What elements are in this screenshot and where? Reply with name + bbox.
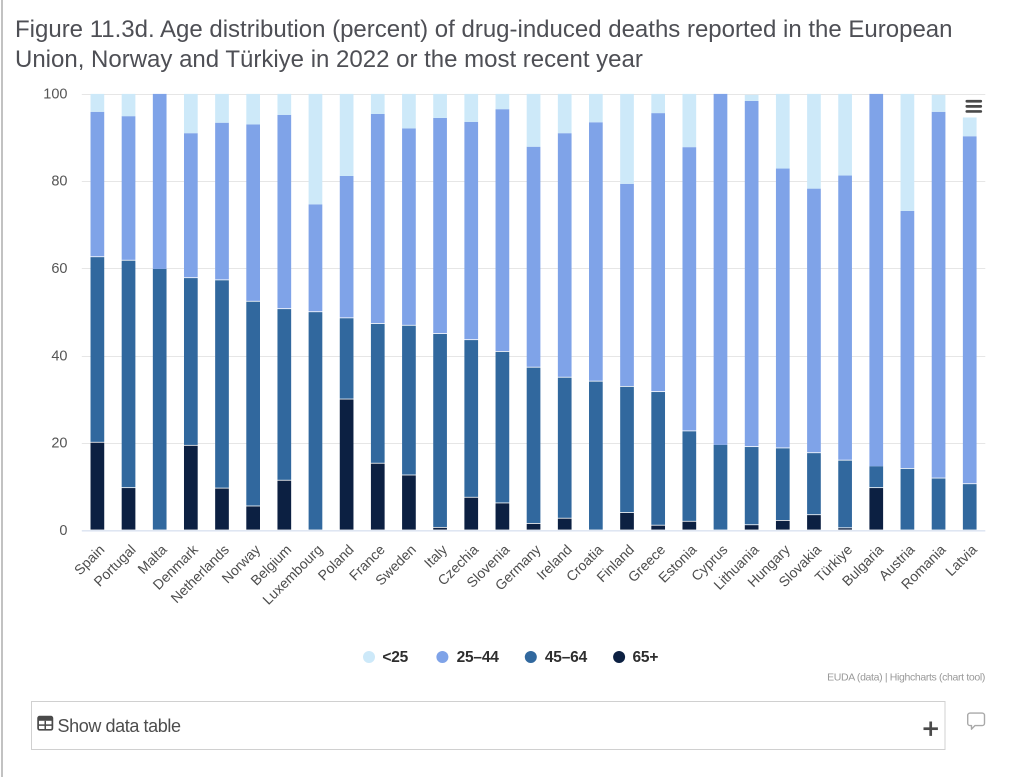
svg-text:60: 60 (51, 261, 67, 277)
svg-text:20: 20 (51, 436, 67, 452)
svg-text:100: 100 (43, 86, 67, 102)
svg-text:65+: 65+ (633, 649, 659, 666)
svg-text:0: 0 (59, 523, 67, 539)
svg-text:80: 80 (51, 174, 67, 190)
svg-text:40: 40 (51, 348, 67, 364)
svg-text:EUDA (data) | Highcharts (char: EUDA (data) | Highcharts (chart tool) (827, 672, 985, 684)
svg-text:<25: <25 (382, 649, 408, 666)
svg-text:45–64: 45–64 (545, 649, 588, 666)
svg-text:25–44: 25–44 (457, 649, 500, 666)
svg-text:Latvia: Latvia (942, 541, 980, 579)
